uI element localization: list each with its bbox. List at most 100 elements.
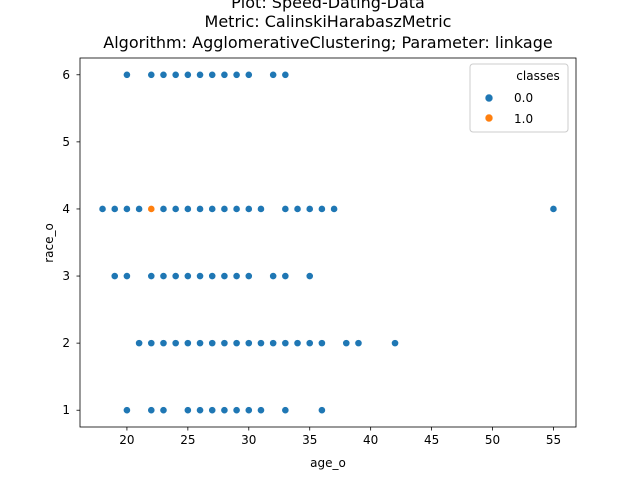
data-point-class-0-0 <box>183 339 192 348</box>
data-point-class-0-0 <box>196 70 204 79</box>
data-point-class-0-0 <box>232 272 241 280</box>
data-point-class-0-0 <box>220 272 229 280</box>
data-point-class-0-0 <box>98 205 107 213</box>
data-point-class-0-0 <box>183 406 192 415</box>
data-point-class-0-0 <box>183 70 192 79</box>
data-point-class-0-0 <box>135 339 144 348</box>
data-point-class-0-0 <box>135 205 144 213</box>
data-point-class-0-0 <box>183 272 192 280</box>
data-point-class-0-0 <box>281 406 290 415</box>
data-point-class-0-0 <box>196 272 204 280</box>
data-point-class-0-0 <box>281 205 290 213</box>
data-point-class-0-0 <box>171 339 180 348</box>
x-tick-label: 50 <box>485 433 500 447</box>
data-point-class-0-0 <box>147 339 156 348</box>
data-point-class-0-0 <box>244 70 253 79</box>
data-point-class-0-0 <box>244 406 253 415</box>
x-tick-label: 25 <box>180 433 195 447</box>
data-point-class-0-0 <box>159 70 168 79</box>
data-point-class-0-0 <box>354 339 363 348</box>
x-tick-label: 55 <box>546 433 561 447</box>
data-point-class-0-0 <box>220 70 229 79</box>
data-point-class-0-0 <box>257 339 265 348</box>
y-tick-label: 5 <box>62 135 70 149</box>
data-point-class-0-0 <box>293 339 302 348</box>
data-point-class-0-0 <box>171 70 180 79</box>
data-point-class-0-0 <box>147 70 156 79</box>
data-point-class-0-0 <box>244 272 253 280</box>
data-point-class-0-0 <box>244 205 253 213</box>
x-tick-label: 45 <box>424 433 439 447</box>
data-point-class-0-0 <box>318 406 326 415</box>
data-point-class-0-0 <box>293 205 302 213</box>
y-tick-label: 4 <box>62 202 70 216</box>
data-point-class-0-0 <box>232 339 241 348</box>
data-point-class-0-0 <box>208 339 217 348</box>
data-point-class-0-0 <box>257 406 265 415</box>
data-point-class-0-0 <box>232 205 241 213</box>
x-tick-label: 20 <box>119 433 134 447</box>
data-point-class-0-0 <box>208 205 217 213</box>
data-point-class-0-0 <box>147 272 156 280</box>
data-point-class-0-0 <box>196 205 204 213</box>
legend-title: classes <box>516 69 559 83</box>
data-point-class-0-0 <box>123 70 131 79</box>
x-tick-label: 35 <box>302 433 317 447</box>
data-point-class-0-0 <box>123 205 131 213</box>
data-point-class-0-0 <box>269 272 278 280</box>
data-point-class-0-0 <box>232 70 241 79</box>
y-axis-label: race_o <box>42 223 56 263</box>
data-point-class-0-0 <box>171 205 180 213</box>
title-line-1: Plot: Speed-Dating-Data <box>231 0 425 12</box>
data-point-class-0-0 <box>171 272 180 280</box>
data-point-class-0-0 <box>208 70 217 79</box>
data-point-class-0-0 <box>391 339 399 348</box>
data-point-class-0-0 <box>208 272 217 280</box>
axes-frame <box>79 57 577 428</box>
data-point-class-0-0 <box>159 406 168 415</box>
data-point-class-0-0 <box>183 205 192 213</box>
data-point-class-0-0 <box>110 272 119 280</box>
title-line-3: Algorithm: AgglomerativeClustering; Para… <box>103 33 552 52</box>
data-point-class-0-0 <box>305 205 314 213</box>
data-point-class-0-0 <box>281 70 290 79</box>
data-point-class-0-0 <box>147 406 156 415</box>
data-point-class-0-0 <box>196 339 204 348</box>
data-point-class-0-0 <box>123 406 131 415</box>
data-point-class-0-0 <box>330 205 338 213</box>
data-point-class-0-0 <box>257 205 265 213</box>
data-point-class-0-0 <box>549 205 558 213</box>
legend-label-0: 0.0 <box>514 91 533 105</box>
data-point-class-0-0 <box>342 339 351 348</box>
legend-box <box>469 63 569 133</box>
data-point-class-0-0 <box>159 339 168 348</box>
y-tick-label: 2 <box>62 336 70 350</box>
data-point-class-0-0 <box>244 339 253 348</box>
y-tick-label: 1 <box>62 403 70 417</box>
data-point-class-0-0 <box>305 339 314 348</box>
data-point-class-0-0 <box>110 205 119 213</box>
data-point-class-0-0 <box>281 272 290 280</box>
data-point-class-0-0 <box>269 339 278 348</box>
data-point-class-0-0 <box>220 205 229 213</box>
data-point-class-0-0 <box>232 406 241 415</box>
legend: classes 0.0 1.0 <box>469 63 569 133</box>
data-point-class-0-0 <box>220 406 229 415</box>
x-axis-label: age_o <box>310 456 346 470</box>
y-tick-label: 6 <box>62 68 70 82</box>
data-point-class-0-0 <box>281 339 290 348</box>
x-tick-label: 30 <box>241 433 256 447</box>
legend-label-1: 1.0 <box>514 112 533 126</box>
legend-marker-0 <box>484 93 494 103</box>
data-point-class-0-0 <box>269 70 278 79</box>
data-point-class-0-0 <box>220 339 229 348</box>
data-point-class-0-0 <box>318 205 326 213</box>
title-line-2: Metric: CalinskiHarabaszMetric <box>205 12 452 31</box>
data-point-class-0-0 <box>159 272 168 280</box>
data-point-class-0-0 <box>159 205 168 213</box>
x-tick-label: 40 <box>363 433 378 447</box>
chart-title: Plot: Speed-Dating-Data Metric: Calinski… <box>103 0 552 52</box>
y-tick-label: 3 <box>62 269 70 283</box>
